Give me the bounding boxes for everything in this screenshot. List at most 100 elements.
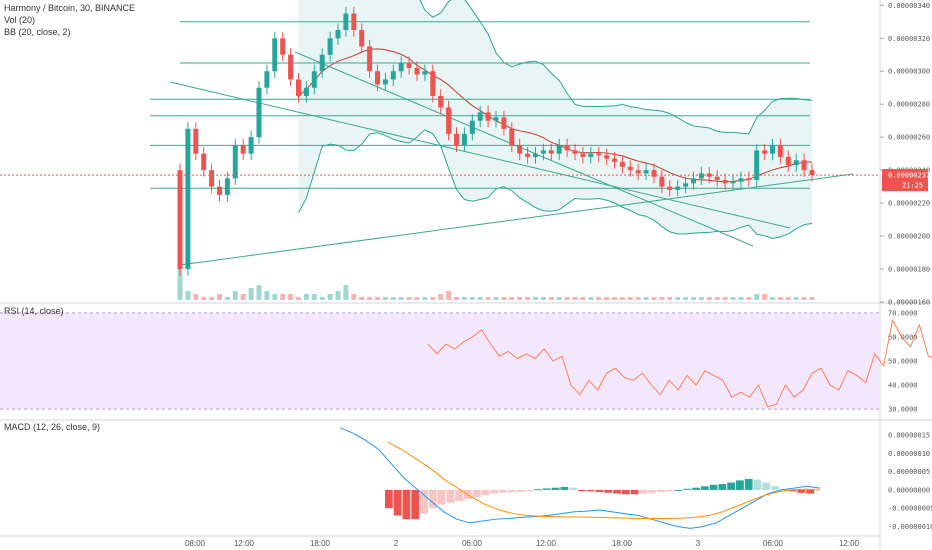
volume-bar — [461, 297, 467, 300]
trend-line — [179, 173, 854, 266]
candle-body — [477, 112, 483, 121]
macd-histogram-bar — [542, 488, 551, 490]
candle-body — [485, 112, 491, 121]
candle-body — [691, 178, 696, 184]
volume-bar — [201, 297, 207, 300]
macd-histogram-bar — [472, 489, 481, 498]
macd-histogram-bar — [604, 489, 613, 493]
volume-bar — [272, 294, 278, 300]
volume-bar — [288, 294, 294, 300]
candle-body — [588, 153, 594, 157]
rsi-legend: RSI (14, close) — [4, 306, 64, 316]
candle-body — [777, 145, 783, 157]
candle-body — [738, 178, 744, 182]
volume-bar — [770, 297, 775, 300]
macd-histogram-bar — [797, 489, 806, 493]
macd-histogram-bar — [744, 478, 753, 490]
volume-bar — [414, 297, 420, 300]
candle-body — [280, 38, 286, 55]
macd-histogram-bar — [420, 489, 428, 514]
rsi-tick-label: 70.0000 — [888, 309, 918, 317]
volume-bar — [367, 297, 373, 300]
candle-body — [303, 87, 309, 96]
macd-histogram-bar — [499, 489, 507, 493]
rsi-tick-label: 50.0000 — [888, 358, 918, 366]
volume-bar — [319, 297, 325, 300]
volume-bar — [540, 297, 546, 300]
volume-bar — [327, 294, 333, 300]
candle-body — [643, 170, 649, 174]
macd-histogram-bar — [455, 489, 463, 501]
macd-tick-label: 0.00000000 — [888, 486, 930, 494]
candle-body — [406, 62, 412, 68]
time-tick-label: 12:00 — [839, 539, 860, 548]
bollinger-upper-line — [419, 0, 813, 135]
macd-tick-label: 0.00000005 — [888, 468, 930, 476]
macd-histogram-bar — [788, 489, 797, 492]
price-tick-label: 0.00000300 — [888, 68, 930, 76]
volume-bar — [643, 297, 649, 300]
macd-histogram-bar — [481, 489, 490, 496]
macd-histogram-bar — [648, 489, 657, 493]
volume-bar — [706, 297, 712, 300]
chart-title: Harmony / Bitcoin, 30, BINANCE — [4, 3, 136, 13]
volume-bar — [446, 291, 452, 300]
macd-histogram-bar — [551, 487, 560, 490]
candle-body — [533, 153, 538, 157]
candle-body — [604, 155, 610, 159]
candle-body — [651, 170, 657, 177]
volume-bar — [556, 297, 562, 300]
macd-histogram-bar — [727, 482, 736, 490]
candle-body — [185, 128, 191, 270]
candle-body — [351, 13, 357, 31]
macd-histogram-bar — [490, 489, 499, 494]
time-tick-label: 2 — [394, 539, 399, 548]
candle-body — [382, 79, 388, 85]
macd-histogram-bar — [525, 489, 534, 492]
candle-body — [801, 160, 807, 171]
volume-legend: Vol (20) — [4, 15, 36, 25]
candle-body — [762, 150, 768, 154]
volume-bar — [667, 297, 673, 300]
volume-bar — [493, 297, 499, 300]
candle-body — [422, 71, 428, 75]
time-tick-label: 12:00 — [234, 539, 255, 548]
volume-bar — [501, 297, 507, 300]
volume-bar — [572, 297, 578, 300]
candle-body — [193, 128, 199, 154]
candle-body — [683, 183, 689, 187]
volume-bar — [691, 297, 696, 300]
candle-body — [564, 145, 570, 151]
volume-bar — [477, 297, 483, 300]
macd-histogram-bar — [613, 489, 621, 494]
macd-histogram-bar — [674, 489, 683, 491]
candle-body — [454, 133, 459, 146]
volume-bar — [683, 297, 689, 300]
candle-body — [288, 54, 294, 80]
volume-bar — [375, 297, 380, 300]
volume-bar — [430, 297, 436, 300]
candle-body — [501, 117, 507, 129]
volume-bar — [588, 297, 594, 300]
candle-body — [446, 107, 452, 134]
candle-body — [414, 67, 420, 75]
candle-body — [248, 137, 254, 154]
price-tick-label: 0.00000260 — [888, 134, 930, 142]
candle-body — [627, 166, 633, 171]
volume-bar — [454, 297, 459, 300]
candle-body — [509, 128, 515, 146]
volume-bar — [248, 288, 254, 300]
volume-bar — [422, 297, 428, 300]
macd-histogram-bar — [639, 489, 648, 494]
volume-bar — [627, 297, 633, 300]
macd-histogram-bar — [718, 484, 727, 490]
volume-bar — [675, 297, 681, 300]
volume-bar — [722, 297, 728, 300]
candle-body — [525, 153, 531, 157]
volume-bar — [525, 297, 531, 300]
candle-body — [793, 160, 799, 166]
candle-body — [398, 62, 404, 72]
candle-body — [572, 150, 578, 154]
macd-tick-label: -0.00000010 — [888, 523, 932, 531]
candle-body — [375, 71, 380, 85]
